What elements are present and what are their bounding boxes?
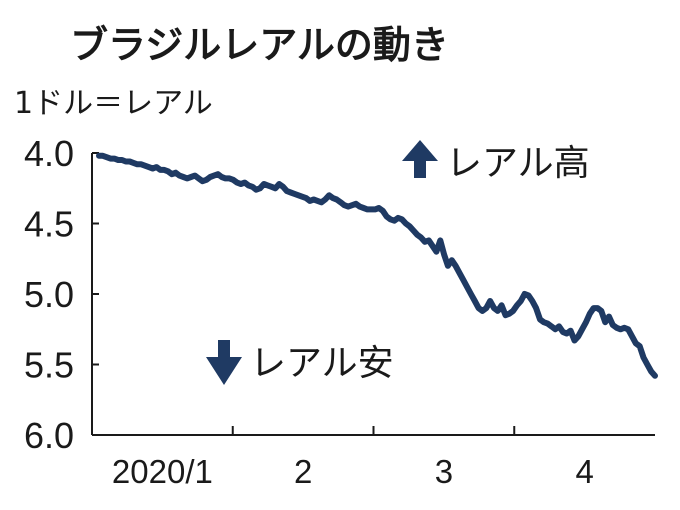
x-tick-label: 2 <box>294 453 312 490</box>
x-tick-label: 4 <box>575 453 593 490</box>
y-tick-label: 5.0 <box>24 274 74 315</box>
series-line <box>96 152 658 379</box>
x-axis-ticks: 2020/1 2 3 4 <box>112 426 594 490</box>
y-axis-ticks: 4.0 4.5 5.0 5.5 6.0 <box>24 133 99 456</box>
y-tick-label: 5.5 <box>24 345 74 386</box>
axes <box>91 153 655 436</box>
annotation-down: レアル安 <box>206 340 394 385</box>
arrow-up-icon <box>402 140 438 178</box>
y-tick-label: 4.5 <box>24 204 74 245</box>
annotation-up-label: レアル高 <box>446 143 590 184</box>
unit-label: 1ドル＝レアル <box>14 86 213 121</box>
annotation-down-label: レアル安 <box>250 343 394 384</box>
x-tick-label: 3 <box>435 453 453 490</box>
chart-title: ブラジルレアルの動き <box>70 23 449 67</box>
arrow-down-icon <box>206 340 242 385</box>
series-group <box>96 152 658 379</box>
y-tick-label: 4.0 <box>24 133 74 174</box>
y-tick-label: 6.0 <box>24 415 74 456</box>
x-tick-label: 2020/1 <box>112 453 213 490</box>
annotation-up: レアル高 <box>402 140 590 184</box>
